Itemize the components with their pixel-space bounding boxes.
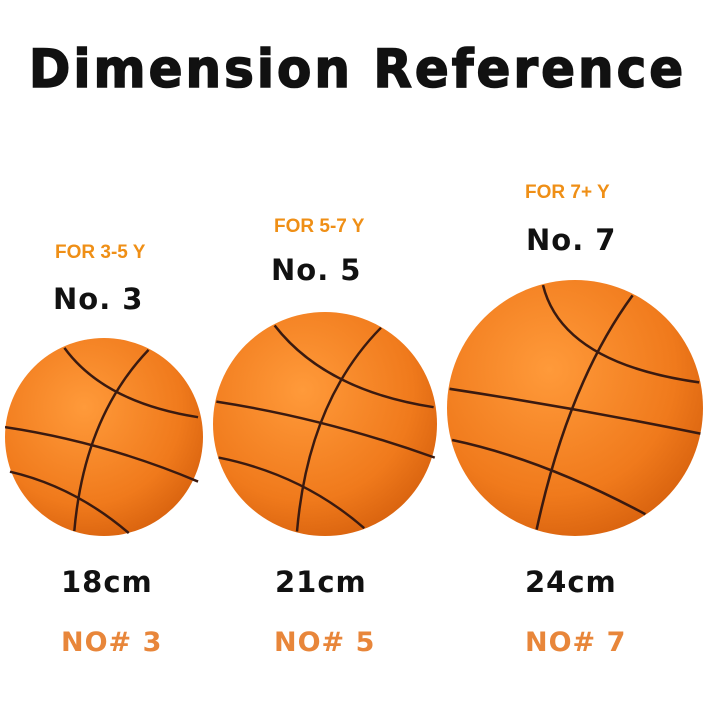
page-title: Dimension Reference: [28, 38, 687, 100]
basketball-no5-image: [213, 312, 437, 536]
size-label-no5: 21cm: [275, 565, 367, 599]
model-label-no7: No. 7: [526, 223, 617, 257]
age-label-no3: FOR 3-5 Y: [55, 242, 146, 263]
code-label-no3: NO# 3: [61, 627, 163, 658]
age-label-no5: FOR 5-7 Y: [274, 216, 365, 237]
size-label-no7: 24cm: [525, 565, 617, 599]
basketball-no3-image: [5, 338, 203, 536]
code-label-no7: NO# 7: [525, 627, 627, 658]
model-label-no5: No. 5: [271, 253, 362, 287]
age-label-no7: FOR 7+ Y: [525, 182, 610, 203]
code-label-no5: NO# 5: [274, 627, 376, 658]
basketball-no7-image: [447, 280, 703, 536]
size-label-no3: 18cm: [61, 565, 153, 599]
model-label-no3: No. 3: [53, 282, 144, 316]
